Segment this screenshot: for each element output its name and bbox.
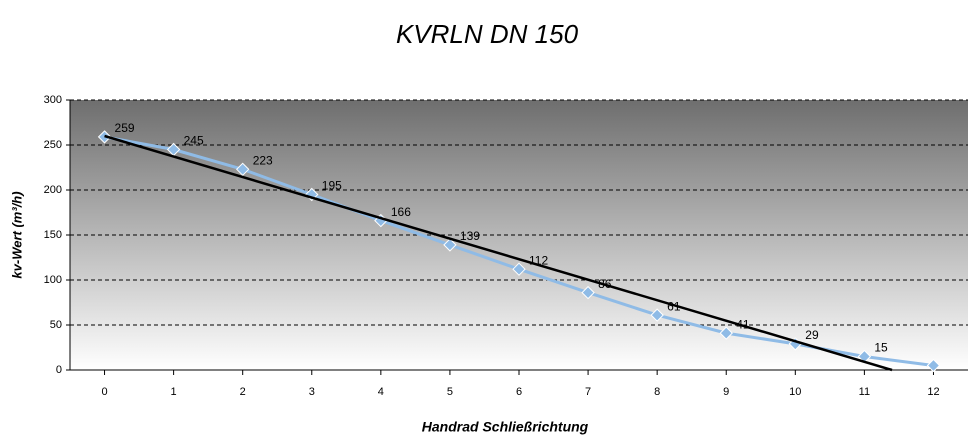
x-tick-label: 8 bbox=[654, 386, 660, 398]
x-tick-label: 5 bbox=[447, 386, 453, 398]
y-tick-label: 200 bbox=[44, 184, 62, 196]
x-tick-label: 12 bbox=[927, 386, 939, 398]
data-label: 245 bbox=[184, 134, 204, 148]
data-label: 29 bbox=[805, 328, 819, 342]
point bbox=[581, 285, 595, 300]
y-tick-label: 150 bbox=[44, 229, 62, 241]
x-tick-label: 2 bbox=[240, 386, 246, 398]
point bbox=[512, 262, 526, 276]
data-label: 259 bbox=[115, 121, 135, 135]
data-label: 166 bbox=[391, 205, 411, 219]
x-tick-label: 11 bbox=[859, 386, 870, 398]
y-tick-label: 50 bbox=[50, 319, 62, 331]
x-tick-label: 0 bbox=[101, 386, 107, 398]
point bbox=[650, 308, 664, 322]
x-tick-label: 3 bbox=[309, 386, 315, 398]
y-axis-label: kv-Wert (m³/h) bbox=[9, 191, 24, 278]
point bbox=[926, 358, 941, 373]
x-tick-label: 1 bbox=[171, 386, 177, 398]
x-tick-label: 7 bbox=[585, 386, 591, 398]
x-tick-label: 10 bbox=[789, 386, 801, 398]
point bbox=[719, 326, 733, 340]
y-tick-label: 0 bbox=[56, 364, 62, 376]
trendline bbox=[104, 134, 893, 372]
point bbox=[443, 238, 457, 252]
x-tick-label: 9 bbox=[723, 386, 729, 398]
y-tick-label: 250 bbox=[44, 139, 62, 151]
x-tick-label: 4 bbox=[378, 386, 384, 398]
x-tick-label: 6 bbox=[516, 386, 522, 398]
data-label: 15 bbox=[874, 341, 888, 355]
y-tick-label: 300 bbox=[44, 94, 62, 106]
x-axis-label: Handrad Schließrichtung bbox=[422, 419, 589, 435]
data-label: 139 bbox=[460, 229, 480, 243]
y-tick-label: 100 bbox=[44, 274, 62, 286]
data-label: 223 bbox=[253, 153, 273, 167]
chart-title: KVRLN DN 150 bbox=[396, 19, 579, 49]
point bbox=[235, 162, 250, 177]
data-label: 195 bbox=[322, 179, 342, 193]
